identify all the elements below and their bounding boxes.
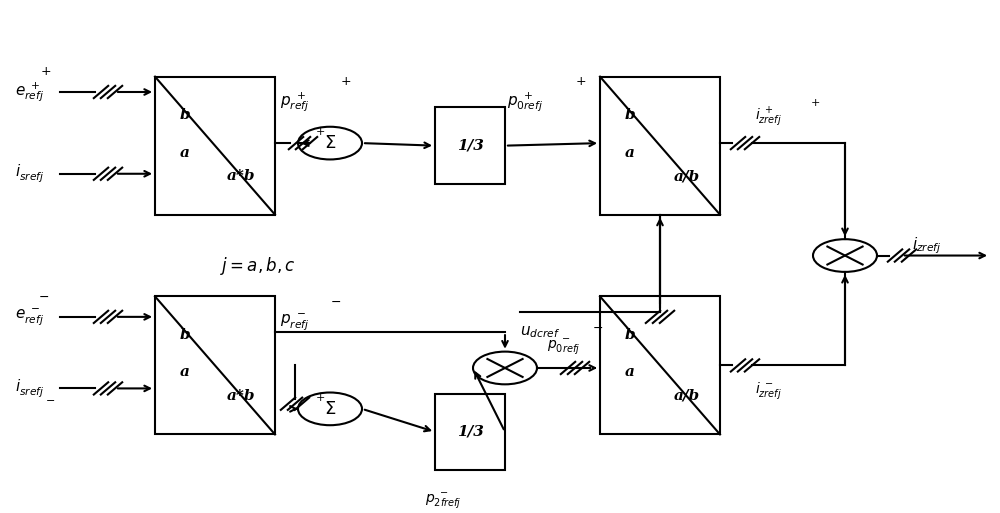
Text: a/b: a/b bbox=[673, 389, 699, 403]
Text: $+$: $+$ bbox=[810, 97, 820, 108]
Text: $-$: $-$ bbox=[330, 295, 341, 308]
Text: a: a bbox=[180, 146, 190, 160]
Text: $-$: $-$ bbox=[38, 290, 49, 303]
Bar bbox=[435, 393, 505, 470]
Text: $i_{srefj}^{\ }$: $i_{srefj}^{\ }$ bbox=[15, 377, 44, 400]
Text: $i_{zrefj}$: $i_{zrefj}$ bbox=[912, 235, 941, 255]
Text: $p_{refj}^{\ -}$: $p_{refj}^{\ -}$ bbox=[280, 311, 309, 332]
Text: $u_{dcref}$: $u_{dcref}$ bbox=[520, 324, 560, 340]
Text: $+$: $+$ bbox=[315, 392, 325, 403]
Text: $e_{refj}^{\ +}$: $e_{refj}^{\ +}$ bbox=[15, 80, 44, 104]
Text: $p_{0refj}^{\ -}$: $p_{0refj}^{\ -}$ bbox=[547, 338, 580, 358]
Text: $i_{zrefj}^{\ +}$: $i_{zrefj}^{\ +}$ bbox=[755, 106, 782, 129]
Text: $+$: $+$ bbox=[575, 75, 586, 88]
Text: b: b bbox=[180, 108, 190, 122]
Text: $+$: $+$ bbox=[40, 65, 51, 78]
Text: $\Sigma$: $\Sigma$ bbox=[324, 400, 336, 418]
Text: a*b: a*b bbox=[227, 389, 256, 403]
Text: $p_{0refj}^{\ +}$: $p_{0refj}^{\ +}$ bbox=[507, 90, 543, 114]
Text: $+$: $+$ bbox=[315, 126, 325, 137]
Text: a: a bbox=[625, 146, 635, 160]
Text: 1/3: 1/3 bbox=[457, 139, 483, 153]
Text: $j=a,b,c$: $j=a,b,c$ bbox=[220, 255, 296, 277]
Text: b: b bbox=[625, 328, 635, 342]
Text: b: b bbox=[180, 328, 190, 342]
Bar bbox=[435, 107, 505, 184]
Text: a*b: a*b bbox=[227, 169, 256, 183]
Text: a: a bbox=[625, 365, 635, 379]
Text: $i_{zrefj}^{\ -}$: $i_{zrefj}^{\ -}$ bbox=[755, 381, 782, 401]
Text: $+$: $+$ bbox=[340, 75, 351, 88]
Bar bbox=[155, 76, 275, 214]
Text: $p_{refj}^{\ +}$: $p_{refj}^{\ +}$ bbox=[280, 90, 309, 114]
Bar bbox=[600, 297, 720, 435]
Bar bbox=[155, 297, 275, 435]
Bar bbox=[600, 76, 720, 214]
Text: $-$: $-$ bbox=[45, 393, 55, 404]
Text: a: a bbox=[180, 365, 190, 379]
Text: $e_{refj}^{\ -}$: $e_{refj}^{\ -}$ bbox=[15, 306, 44, 327]
Text: 1/3: 1/3 bbox=[457, 425, 483, 439]
Text: $p_{2frefj}^{\ -}$: $p_{2frefj}^{\ -}$ bbox=[425, 491, 462, 510]
Text: a/b: a/b bbox=[673, 169, 699, 183]
Text: $i_{srefj}^{\ }$: $i_{srefj}^{\ }$ bbox=[15, 163, 44, 185]
Text: b: b bbox=[625, 108, 635, 122]
Text: $\Sigma$: $\Sigma$ bbox=[324, 134, 336, 152]
Text: $-$: $-$ bbox=[592, 321, 603, 333]
